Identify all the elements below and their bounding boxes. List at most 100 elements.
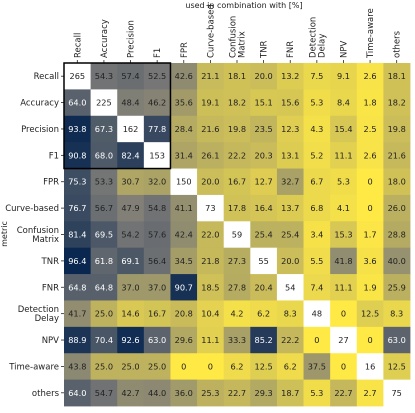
- heatmap-cell: [250, 326, 278, 354]
- cell-value-label: 150: [176, 177, 192, 187]
- heatmap-cell: [197, 142, 225, 169]
- heatmap-cell: [356, 194, 384, 222]
- heatmap-cell: [117, 326, 145, 354]
- column-label: Time-aware: [366, 8, 376, 59]
- heatmap-cell: [250, 115, 278, 143]
- cell-value-label: 2.5: [364, 124, 377, 134]
- heatmap-cell: [143, 168, 171, 196]
- cell-value-label: 29.3: [254, 388, 272, 398]
- cell-value-label: 18.1: [388, 71, 406, 81]
- heatmap-cell: [330, 194, 358, 222]
- cell-value-label: 0: [367, 203, 372, 213]
- heatmap-cell: [383, 353, 411, 381]
- column-label: others: [393, 30, 403, 58]
- cell-value-label: 41.1: [175, 203, 193, 213]
- cell-value-label: 18.7: [281, 388, 299, 398]
- cell-value-label: 18.0: [388, 177, 406, 187]
- heatmap-cell: [250, 274, 278, 301]
- heatmap-cell: [276, 168, 304, 196]
- heatmap-cell: [383, 194, 411, 222]
- heatmap-cell: [303, 353, 331, 381]
- heatmap-cell: [356, 300, 384, 328]
- heatmap-cell: [383, 89, 411, 117]
- cell-value-label: 47.9: [121, 203, 139, 213]
- cell-value-label: 153: [149, 150, 165, 160]
- row-label: Time-aware: [8, 362, 59, 372]
- cell-value-label: 12.5: [361, 309, 379, 319]
- cell-value-label: 2.7: [364, 388, 377, 398]
- heatmap-cell: [170, 142, 198, 169]
- heatmap-cell: [383, 142, 411, 169]
- heatmap-cell: [90, 63, 118, 90]
- heatmap-cell: [170, 247, 198, 275]
- cell-value-label: 13.7: [281, 203, 299, 213]
- heatmap-cell: [250, 221, 278, 249]
- row-label: Detection Delay: [18, 305, 59, 324]
- heatmap-cell: [117, 300, 145, 328]
- heatmap-cell: [170, 63, 198, 90]
- cell-value-label: 6.2: [284, 361, 297, 371]
- heatmap-cell: [64, 168, 92, 196]
- cell-value-label: 5.3: [310, 388, 323, 398]
- cell-value-label: 54.3: [95, 71, 113, 81]
- heatmap-cell: [117, 168, 145, 196]
- heatmap-cell: [276, 274, 304, 301]
- cell-value-label: 26.0: [388, 203, 406, 213]
- cell-value-label: 42.4: [175, 230, 193, 240]
- cell-value-label: 40.0: [388, 256, 406, 266]
- cell-value-label: 1.7: [364, 230, 377, 240]
- heatmap-cell: [223, 63, 251, 90]
- row-label: NPV: [42, 336, 59, 346]
- heatmap-cell: [303, 89, 331, 117]
- heatmap-cell: [356, 142, 384, 169]
- heatmap-cell: [276, 221, 304, 249]
- cell-value-label: 0: [341, 309, 346, 319]
- heatmap-cell: [330, 142, 358, 169]
- heatmap-cell: [170, 379, 198, 407]
- row-label: FNR: [42, 283, 59, 293]
- cell-value-label: 21.8: [201, 256, 219, 266]
- cell-value-label: 57.6: [148, 230, 166, 240]
- cell-value-label: 0: [181, 361, 186, 371]
- cell-value-label: 75.3: [68, 177, 86, 187]
- cell-value-label: 36.0: [175, 388, 193, 398]
- column-labels: Recall Accuracy Precision F1 FPR Curve-based C…: [73, 4, 403, 63]
- heatmap-cell: [117, 221, 145, 249]
- heatmap-cell: [276, 353, 304, 381]
- cell-value-label: 28.4: [175, 124, 193, 134]
- heatmap-cell: [197, 274, 225, 301]
- heatmap-cell: [330, 221, 358, 249]
- heatmap-cell: [303, 221, 331, 249]
- heatmap-cells: [64, 63, 411, 407]
- cell-value-label: 8.3: [284, 309, 297, 319]
- row-labels: Recall Accuracy Precision F1 FPR Curve-based C…: [5, 72, 64, 399]
- cell-value-label: 15.4: [334, 124, 352, 134]
- cell-value-label: 4.3: [310, 124, 323, 134]
- heatmap-cell: [250, 142, 278, 169]
- heatmap-cell: [276, 247, 304, 275]
- heatmap-cell: [356, 89, 384, 117]
- heatmap-cell: [303, 115, 331, 143]
- column-label: DetectionDelay: [308, 17, 327, 58]
- cell-value-label: 21.6: [201, 124, 219, 134]
- column-label: Recall: [73, 33, 83, 58]
- heatmap-cell: [90, 142, 118, 169]
- cell-value-label: 67.3: [95, 124, 113, 134]
- cell-value-label: 96.4: [68, 256, 86, 266]
- column-label: TNR: [260, 40, 270, 59]
- heatmap-cell: [223, 115, 251, 143]
- cell-value-label: 25.0: [148, 361, 166, 371]
- heatmap-cell: [90, 353, 118, 381]
- cell-value-label: 25.3: [201, 388, 219, 398]
- cell-value-label: 6.2: [230, 361, 243, 371]
- heatmap-cell: [276, 63, 304, 90]
- heatmap-cell: [90, 247, 118, 275]
- heatmap-cell: [383, 221, 411, 249]
- heatmap-cell: [303, 142, 331, 169]
- heatmap-cell: [303, 274, 331, 301]
- heatmap-cell: [223, 168, 251, 196]
- heatmap-cell: [356, 115, 384, 143]
- heatmap-cell: [64, 89, 92, 117]
- column-label: NPV: [339, 41, 349, 58]
- heatmap-cell: [197, 89, 225, 117]
